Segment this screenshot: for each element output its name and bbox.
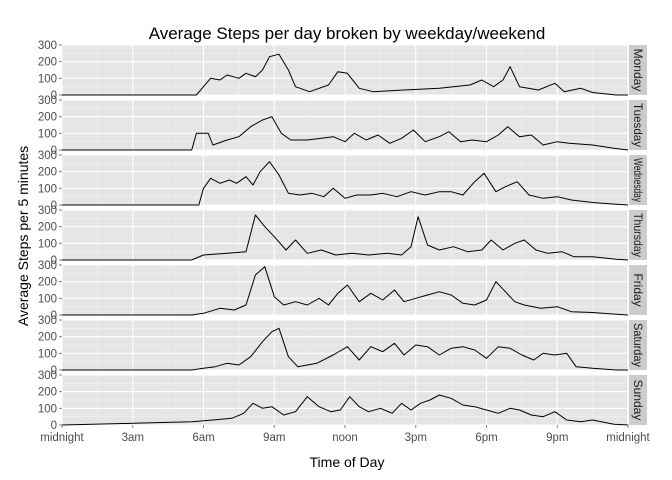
y-tick-label: 200 (38, 332, 57, 344)
y-tick-label: 0 (51, 255, 57, 267)
x-axis: midnight 3am 6am 9am noon 3pm 6pm 9pm midnight (40, 425, 651, 444)
y-tick-label: 300 (38, 315, 57, 327)
facet-strip-label: Friday (631, 273, 645, 306)
x-tick-label: 3pm (405, 432, 427, 444)
y-tick-label: 100 (38, 128, 57, 140)
y-tick-label: 300 (38, 205, 57, 217)
facet-strip (629, 100, 647, 150)
facet-strip (629, 45, 647, 95)
facet-strip (629, 155, 647, 205)
y-tick-label: 300 (38, 40, 57, 52)
facet-saturday: 0 100 200 300 Saturday (38, 315, 647, 377)
y-tick-label: 100 (38, 403, 57, 415)
y-tick-label: 200 (38, 57, 57, 69)
x-tick-label: noon (332, 432, 358, 444)
facet-strip (629, 210, 647, 260)
y-tick-label: 100 (38, 73, 57, 85)
facet-strip (629, 320, 647, 370)
series-line-saturday (62, 327, 628, 371)
y-tick-label: 0 (51, 200, 57, 212)
facet-strip-label: Thursday (631, 213, 645, 257)
series-line-monday (62, 53, 628, 96)
y-tick-label: 100 (38, 293, 57, 305)
facet-strip (629, 265, 647, 315)
y-tick-label: 100 (38, 348, 57, 360)
y-tick-label: 300 (38, 260, 57, 272)
x-tick-label: midnight (606, 432, 650, 444)
x-tick-label: 9am (263, 432, 285, 444)
facet-strip-label: Tuesday (631, 103, 645, 147)
y-tick-label: 0 (51, 420, 57, 432)
facet-strip-label: Sunday (631, 380, 645, 421)
series-line-sunday (61, 394, 629, 426)
series-line-wednesday (62, 161, 629, 206)
facet-strip-label: Saturday (631, 323, 645, 367)
y-axis-title: Average Steps per 5 minutes (15, 146, 31, 326)
x-tick-label: midnight (40, 432, 84, 444)
facet-thursday: 0 100 200 300 Thursday (38, 205, 647, 267)
y-tick-label: 200 (38, 167, 57, 179)
chart-title: Average Steps per day broken by weekday/… (149, 24, 546, 43)
y-tick-label: 0 (51, 310, 57, 322)
facet-strip (629, 375, 647, 425)
series-line-friday (62, 266, 629, 316)
y-tick-label: 0 (51, 145, 57, 157)
y-tick-label: 0 (51, 90, 57, 102)
facet-strip-label: Monday (631, 49, 645, 92)
series-line-thursday (62, 214, 629, 261)
x-tick-label: 6am (192, 432, 214, 444)
x-axis-title: Time of Day (310, 454, 385, 470)
facet-strip-label: Wednesday (631, 158, 645, 202)
y-tick-label: 300 (38, 370, 57, 382)
y-tick-label: 100 (38, 238, 57, 250)
x-tick-label: 3am (122, 432, 144, 444)
x-tick-label: 6pm (475, 432, 497, 444)
y-tick-label: 300 (38, 150, 57, 162)
y-tick-label: 300 (38, 95, 57, 107)
y-tick-label: 200 (38, 222, 57, 234)
series-line-tuesday (62, 116, 629, 151)
x-tick-label: 9pm (546, 432, 568, 444)
facet-monday: 0 100 200 300 Monday (38, 40, 647, 102)
y-tick-label: 100 (38, 183, 57, 195)
facet-friday: 0 100 200 300 Friday (38, 260, 647, 322)
y-tick-label: 0 (51, 365, 57, 377)
y-tick-label: 200 (38, 112, 57, 124)
facet-tuesday: 0 100 200 300 Tuesday (38, 95, 647, 157)
y-tick-label: 200 (38, 277, 57, 289)
facet-wednesday: 0 100 200 300 Wednesday (38, 150, 647, 212)
facet-sunday: 0 100 200 300 Sunday (38, 370, 647, 432)
facet-panels: 0 100 200 300 Monday 0 100 200 300 Tuesday 0 100 200… (38, 40, 647, 432)
y-tick-label: 200 (38, 387, 57, 399)
